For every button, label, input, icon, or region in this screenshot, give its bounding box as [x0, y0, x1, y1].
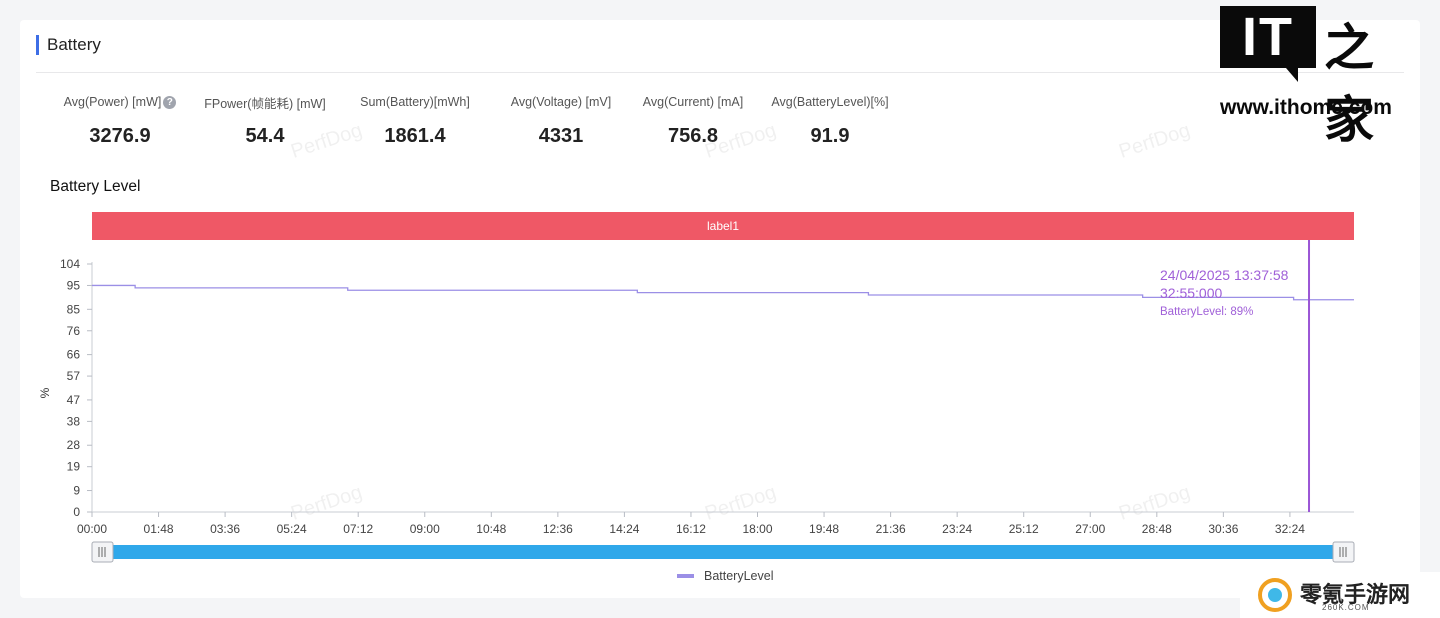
- site2-url: 260K.COM: [1322, 603, 1370, 612]
- metric-sum-battery: Sum(Battery)[mWh] 1861.4: [345, 94, 485, 148]
- y-tick-label: 0: [73, 505, 80, 519]
- legend-swatch-batterylevel[interactable]: [677, 574, 694, 578]
- x-tick-label: 16:12: [676, 522, 706, 536]
- y-tick-label: 9: [73, 484, 80, 498]
- metric-value: 3276.9: [89, 125, 151, 147]
- chart-title: Battery Level: [50, 178, 141, 195]
- y-axis-label: %: [38, 387, 52, 398]
- metric-value: 756.8: [667, 125, 719, 147]
- x-tick-label: 21:36: [876, 522, 906, 536]
- metric-label: Avg(Power) [mW]: [63, 95, 162, 109]
- metric-label: FPower(帧能耗) [mW]: [204, 96, 326, 111]
- y-tick-label: 38: [67, 414, 81, 428]
- metric-avg-battery-level: Avg(BatteryLevel)[%] 91.9: [755, 94, 905, 148]
- y-tick-label: 95: [67, 278, 81, 292]
- section-header: Battery: [36, 34, 101, 56]
- metric-value: 1861.4: [384, 125, 446, 147]
- y-tick-label: 57: [67, 369, 81, 383]
- site2-name: 零氪手游网: [1300, 582, 1411, 607]
- section-accent-bar: [36, 35, 39, 55]
- x-tick-label: 05:24: [277, 522, 307, 536]
- x-tick-label: 12:36: [543, 522, 573, 536]
- label-band-text: label1: [707, 219, 739, 233]
- x-tick-label: 07:12: [343, 522, 373, 536]
- metric-label: Avg(Voltage) [mV]: [510, 95, 612, 109]
- x-tick-label: 00:00: [77, 522, 107, 536]
- battery-card: Battery Avg(Power) [mW]? 3276.9 FPower(帧…: [20, 20, 1420, 598]
- cursor-datetime: 24/04/2025 13:37:58: [1160, 267, 1289, 283]
- x-tick-label: 30:36: [1208, 522, 1238, 536]
- y-tick-label: 19: [67, 460, 81, 474]
- legend-label-batterylevel[interactable]: BatteryLevel: [704, 569, 773, 583]
- metric-value: 54.4: [245, 125, 285, 147]
- x-tick-label: 10:48: [476, 522, 506, 536]
- label-band: [92, 212, 1354, 240]
- y-tick-label: 47: [67, 393, 81, 407]
- metric-label: Sum(Battery)[mWh]: [360, 95, 470, 109]
- y-tick-label: 85: [67, 302, 81, 316]
- cursor-readout: BatteryLevel: 89%: [1160, 306, 1253, 318]
- x-tick-label: 18:00: [742, 522, 772, 536]
- metric-value: 4331: [538, 125, 584, 147]
- site2-logo-icon: [1258, 578, 1292, 612]
- x-tick-label: 32:24: [1275, 522, 1305, 536]
- cursor-elapsed: 32:55:000: [1160, 285, 1222, 301]
- range-slider-track[interactable]: [100, 545, 1344, 559]
- y-tick-label: 28: [67, 438, 81, 452]
- metric-avg-voltage: Avg(Voltage) [mV] 4331: [486, 94, 636, 148]
- x-tick-label: 01:48: [144, 522, 174, 536]
- help-icon[interactable]: ?: [163, 95, 177, 109]
- y-tick-label: 104: [60, 257, 80, 271]
- metric-avg-power: Avg(Power) [mW]? 3276.9: [60, 94, 180, 148]
- series-line-batterylevel: [92, 284, 1354, 301]
- metric-value: 91.9: [810, 125, 850, 147]
- section-title: Battery: [47, 35, 101, 54]
- x-tick-label: 27:00: [1075, 522, 1105, 536]
- y-tick-label: 66: [67, 348, 81, 362]
- x-tick-label: 14:24: [609, 522, 639, 536]
- metric-label: Avg(BatteryLevel)[%]: [771, 95, 889, 109]
- x-tick-label: 09:00: [410, 522, 440, 536]
- y-tick-label: 76: [67, 324, 81, 338]
- metric-avg-current: Avg(Current) [mA] 756.8: [618, 94, 768, 148]
- x-tick-label: 19:48: [809, 522, 839, 536]
- x-tick-label: 03:36: [210, 522, 240, 536]
- site2-logo: 零氪手游网 260K.COM: [1240, 572, 1440, 618]
- x-tick-label: 28:48: [1142, 522, 1172, 536]
- x-tick-label: 23:24: [942, 522, 972, 536]
- metric-label: Avg(Current) [mA]: [642, 95, 744, 109]
- x-tick-label: 25:12: [1009, 522, 1039, 536]
- metric-fpower: FPower(帧能耗) [mW] 54.4: [200, 94, 330, 148]
- divider: [36, 72, 1404, 73]
